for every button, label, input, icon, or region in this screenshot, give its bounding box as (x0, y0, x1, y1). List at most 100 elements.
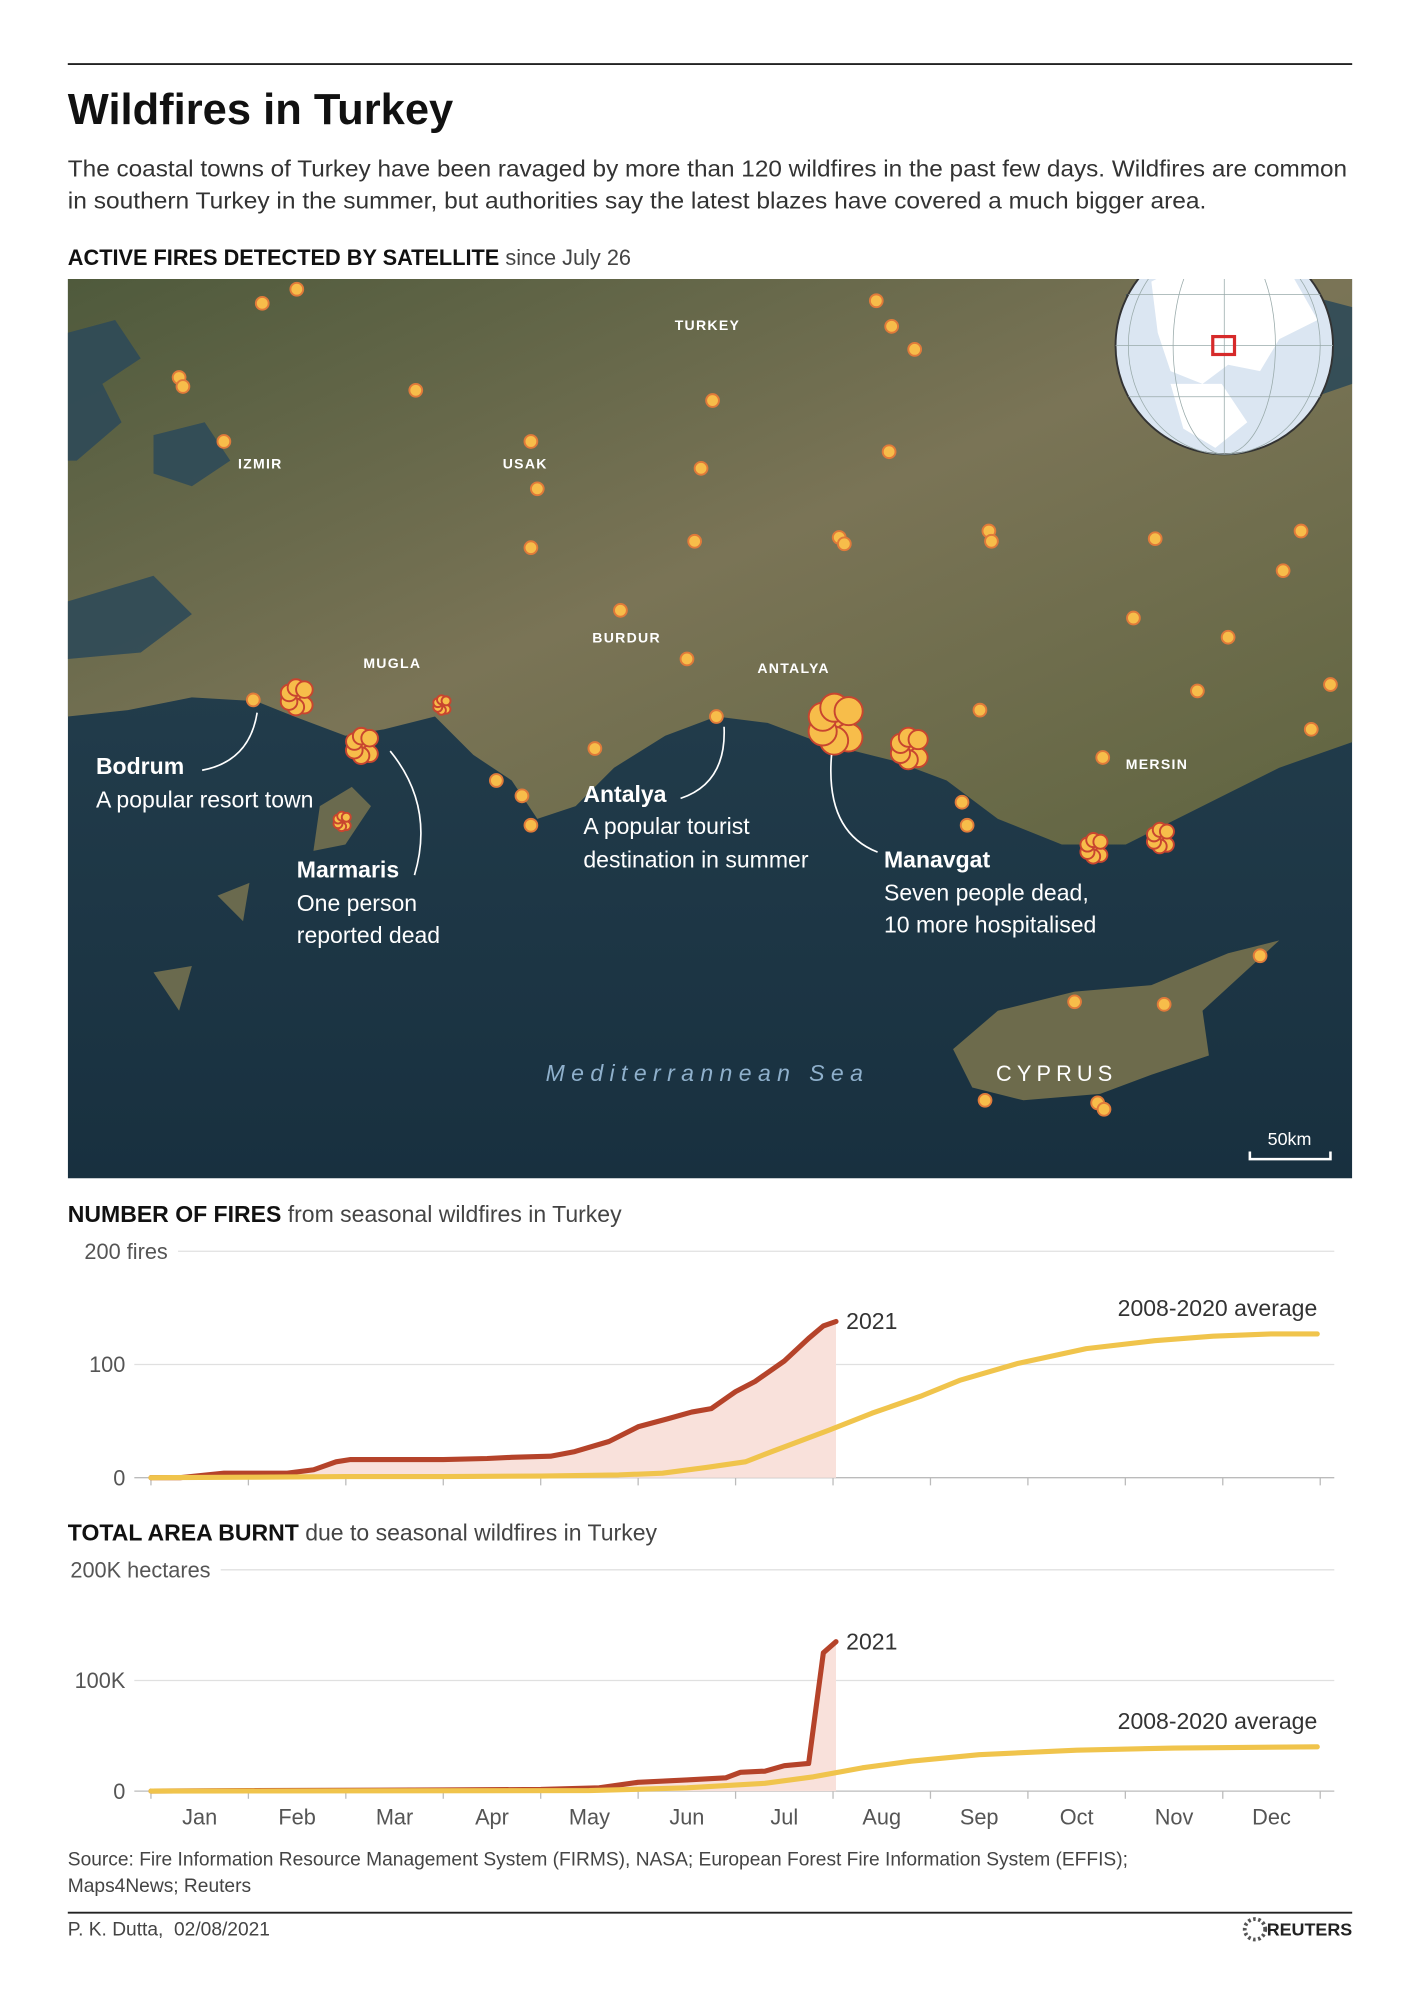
series-label: 2021 (846, 1308, 897, 1334)
map-subheading: since July 26 (505, 245, 631, 270)
locator-box (1211, 334, 1237, 357)
arrow (830, 754, 878, 853)
brand: REUTERS (1267, 1920, 1353, 1940)
series-label: 2008-2020 average (1118, 1708, 1318, 1734)
fire-dot (1323, 677, 1338, 692)
fire-dot (972, 702, 988, 718)
fire-dot (489, 773, 504, 788)
y-tick-label: 100 (89, 1352, 125, 1377)
fire-dot (679, 651, 695, 667)
fire-dot (881, 444, 897, 460)
arrow (201, 712, 258, 772)
globe-land (1151, 279, 1318, 448)
fire-dot (954, 794, 970, 810)
fire-dot (977, 1092, 993, 1108)
graticule (1115, 279, 1334, 455)
chart-title: NUMBER OF FIRES from seasonal wildfires … (68, 1201, 622, 1227)
fire-dot (523, 817, 539, 833)
y-tick-label: 0 (113, 1465, 125, 1490)
description: in southern Turkey in the summer, but au… (68, 188, 1207, 214)
map: TURKEY IZMIR USAK MUGLA BURDUR ANTALYA M… (67, 279, 1353, 1179)
fire-cluster-dot (1158, 823, 1175, 840)
brand-logo (1242, 1917, 1268, 1942)
arrow (680, 726, 725, 800)
fire-dot (1293, 523, 1309, 539)
fire-dot (523, 434, 539, 449)
locator-globe (1114, 279, 1334, 456)
annotation-arrows (201, 712, 878, 876)
x-tick-label: Sep (960, 1804, 999, 1829)
chart-title-bold: NUMBER OF FIRES (68, 1201, 282, 1227)
map-label: USAK (503, 455, 548, 471)
chart-subtitle: from seasonal wildfires in Turkey (288, 1201, 622, 1227)
y-tick-label: 100K (75, 1668, 126, 1693)
fire-dot (705, 393, 720, 408)
area (150, 1641, 837, 1792)
x-tick-label: Feb (278, 1804, 315, 1829)
title: Wildfires in Turkey (68, 86, 453, 134)
x-tick-label: Jun (669, 1804, 704, 1829)
fire-dot (1095, 750, 1111, 765)
fire-dot (984, 533, 999, 549)
fire-cluster-dot (360, 728, 379, 748)
fire-cluster-dot (440, 695, 452, 707)
annotation-text: One person (297, 890, 417, 916)
map-heading-bold: ACTIVE FIRES DETECTED BY SATELLITE (68, 245, 500, 270)
map-label: CYPRUS (996, 1061, 1117, 1086)
x-tick-label: May (569, 1804, 610, 1829)
fire-dots (171, 281, 1338, 1117)
island (153, 786, 371, 1011)
y-tick-label: 0 (113, 1779, 125, 1804)
x-tick-label: Aug (862, 1804, 901, 1829)
fire-dot (1190, 683, 1205, 699)
fire-dot (245, 692, 261, 708)
line (148, 1639, 839, 1794)
fire-dot (254, 295, 270, 311)
y-tick-label: 200 fires (84, 1239, 167, 1264)
fire-dot (836, 536, 852, 552)
annotation-text: A popular tourist (583, 813, 750, 839)
fire-dot (868, 293, 884, 309)
map-label: MERSIN (1126, 756, 1188, 772)
source: Maps4News; Reuters (68, 1876, 251, 1897)
series-label: 2008-2020 average (1118, 1295, 1318, 1321)
line (148, 1318, 839, 1481)
x-tick-label: Oct (1060, 1804, 1094, 1829)
arrow (389, 750, 422, 876)
fire-dot (1096, 1101, 1112, 1117)
fire-cluster-dot (1092, 833, 1109, 850)
map-heading: ACTIVE FIRES DETECTED BY SATELLITE since… (68, 245, 631, 270)
chart-title-bold: TOTAL AREA BURNT (68, 1519, 299, 1545)
fire-dot (529, 481, 545, 497)
x-tick-label: Jan (182, 1804, 217, 1829)
fire-dot (709, 709, 724, 724)
fire-dot (1067, 994, 1082, 1010)
sea-label: Mediterrannean Sea (546, 1060, 870, 1086)
fire-dot (1252, 948, 1268, 964)
x-tick-label: Dec (1252, 1804, 1291, 1829)
cyprus (953, 940, 1280, 1101)
fire-dot (523, 540, 539, 556)
fire-dot (1156, 997, 1172, 1012)
line (148, 1744, 1320, 1794)
map-label: MUGLA (363, 655, 421, 671)
annotation-title: Antalya (583, 781, 666, 807)
x-tick-label: Nov (1155, 1804, 1194, 1829)
fire-dot (1303, 721, 1319, 737)
fire-dot (216, 434, 232, 449)
fire-cluster-dot (295, 680, 314, 699)
annotation-text: 10 more hospitalised (884, 912, 1096, 938)
annotation-title: Marmaris (297, 857, 399, 883)
fire-dot (1147, 531, 1163, 547)
x-tick-label: Jul (770, 1804, 798, 1829)
map-label: ANTALYA (757, 660, 830, 676)
annotation-text: reported dead (297, 922, 440, 948)
fire-dot (175, 379, 191, 394)
chart-subtitle: due to seasonal wildfires in Turkey (305, 1519, 657, 1545)
series-label: 2021 (846, 1628, 897, 1654)
fire-cluster-dot (833, 696, 864, 727)
annotation-text: Seven people dead, (884, 880, 1089, 906)
fire-dot (1126, 610, 1141, 626)
area (150, 1321, 837, 1478)
